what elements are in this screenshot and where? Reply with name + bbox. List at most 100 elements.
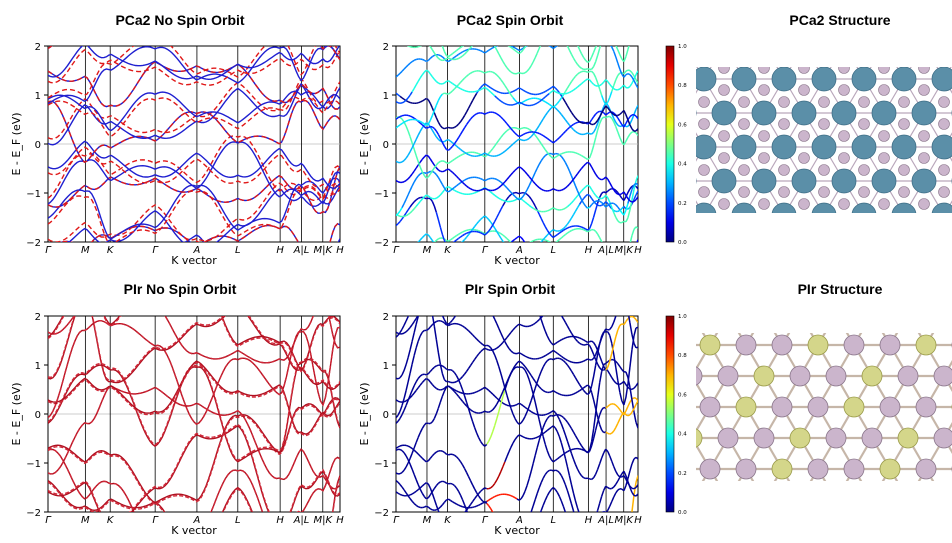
band-segment [587,161,590,165]
band-segment [544,353,548,357]
band-segment [454,502,457,505]
band-segment [431,76,435,80]
band-segment [494,188,498,191]
band-segment [480,502,484,505]
band-segment [578,167,583,172]
band-segment [508,494,512,497]
band-segment [530,323,534,327]
band-segment [411,170,415,175]
band-segment [399,493,403,496]
band-segment [446,57,449,60]
band-segment [615,382,619,385]
ir-atom [915,334,937,356]
band-segment [473,43,475,45]
band-segment [419,100,423,103]
x-tick-label: A|L [597,245,614,256]
band-segment [595,230,599,235]
ca-atom [931,67,952,92]
band-segment [542,325,546,332]
band-segment [558,231,562,234]
band-segment [399,444,403,447]
band-segment [527,247,529,251]
ca-atom [831,168,857,194]
ir-atom [753,365,775,387]
p-atom [858,186,870,198]
band-segment [579,225,582,228]
band-segment [491,40,493,43]
band-segment [563,41,565,42]
band-segment [635,132,638,136]
band-segment [504,64,508,69]
band-segment [424,373,427,376]
band-line-dashed [48,78,340,140]
band-segment [405,357,409,365]
band-segment [566,490,571,498]
band-segment [599,178,602,181]
band-segment [619,382,623,385]
band-segment [611,186,615,191]
band-segment [563,337,566,340]
band-segment [633,114,637,117]
band-segment [435,238,439,242]
y-tick-label: −1 [26,459,41,470]
band-segment [397,124,401,127]
band-segment [615,189,619,194]
band-segment [603,510,607,512]
band-segment [548,103,552,107]
band-segment [631,72,635,77]
band-segment [441,501,445,506]
band-segment [512,89,516,93]
band-segment [443,187,448,192]
p-atom [717,365,739,387]
band-segment [426,42,428,43]
band-segment [583,228,586,232]
band-segment [522,199,526,203]
band-segment [450,188,453,192]
band-segment [454,389,457,392]
band-segment [448,57,451,60]
p-atom [735,334,757,356]
y-tick-label: −2 [374,238,389,249]
band-segment [423,482,427,485]
p-atom [818,118,830,130]
band-segment [411,468,415,475]
band-segment [529,44,531,45]
p-atom [778,186,790,198]
band-segment [506,187,510,191]
band-segment [484,86,488,90]
band-segment [429,115,433,121]
band-segment [462,77,466,81]
band-segment [464,183,468,187]
p-atom [771,334,793,356]
band-segment [492,316,496,320]
band-segment [589,204,593,208]
band-segment [603,204,607,208]
band-segment [472,226,476,230]
band-segment [595,194,599,199]
band-segment [529,537,531,541]
band-segment [554,489,558,493]
band-segment [403,466,407,471]
band-segment [592,413,597,429]
band-segment [615,471,619,476]
band-segment [419,74,423,79]
band-segment [585,132,588,135]
band-segment [518,192,522,195]
band-segment [494,217,498,222]
band-segment [536,319,540,323]
band-segment [425,377,429,381]
band-segment [494,403,498,408]
band-segment [546,469,550,473]
band-segment [425,154,429,157]
band-segment [477,38,479,40]
band-segment [425,194,429,197]
band-segment [442,170,445,173]
band-segment [431,201,436,207]
band-segment [504,341,508,346]
band-segment [512,351,516,355]
band-segment [435,482,439,487]
band-segment [474,356,478,360]
band-segment [413,449,417,453]
band-segment [544,94,548,98]
band-segment [461,127,466,132]
